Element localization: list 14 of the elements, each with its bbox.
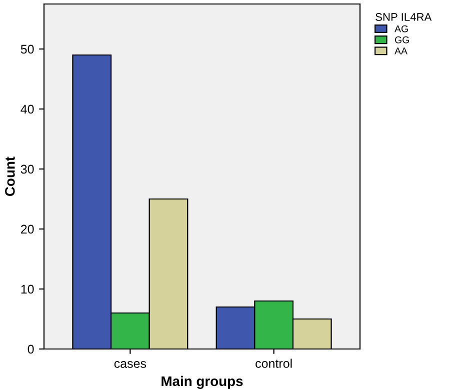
legend-label: GG — [395, 36, 409, 44]
y-axis-title: Count — [5, 156, 15, 196]
x-tick-label: cases — [114, 361, 146, 368]
y-tick-label: 30 — [20, 164, 34, 174]
legend-label: AA — [394, 48, 408, 54]
y-tick-label: 10 — [21, 284, 34, 294]
legend-title: SNP IL4RA — [376, 13, 432, 21]
legend-label: AG — [394, 25, 408, 32]
y-tick-label: 20 — [21, 224, 34, 234]
x-axis-title: Main groups — [162, 376, 243, 389]
y-tick-label: 50 — [20, 44, 34, 54]
y-tick-label: 0 — [28, 344, 34, 354]
y-tick-label: 40 — [20, 104, 34, 114]
x-tick-label: control — [256, 358, 292, 368]
